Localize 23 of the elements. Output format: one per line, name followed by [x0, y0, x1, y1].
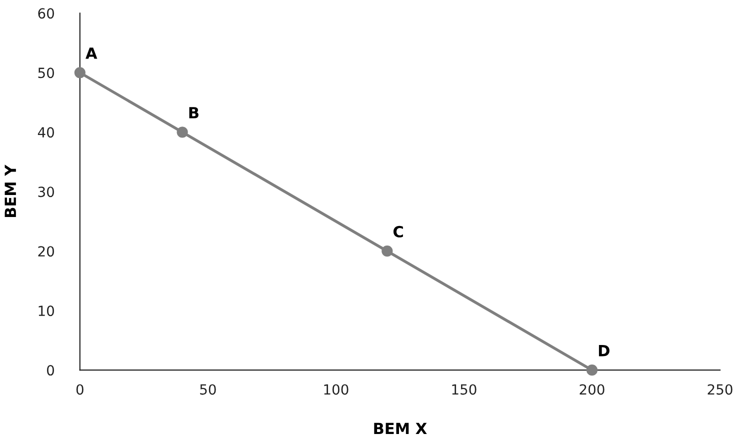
x-tick-label: 50	[200, 384, 216, 395]
x-tick-label: 250	[708, 384, 732, 395]
y-tick-label: 30	[38, 186, 54, 198]
x-tick-label: 200	[580, 384, 604, 395]
x-tick-label: 0	[76, 384, 84, 395]
x-axis-title: BEM X	[374, 422, 427, 434]
point	[74, 67, 86, 78]
point	[382, 246, 393, 257]
point	[586, 364, 598, 376]
y-tick-label: 50	[38, 68, 54, 78]
x-tick-label: 150	[452, 384, 476, 395]
annotation: D	[598, 345, 610, 356]
y-tick-label: 0	[47, 365, 54, 376]
y-axis-title: BEM Y	[4, 164, 16, 218]
y-tick-label: 60	[38, 8, 54, 19]
y-tick-label: 40	[38, 127, 54, 138]
annotation: A	[86, 48, 98, 59]
annotation: B	[189, 107, 198, 118]
annotation: C	[393, 226, 403, 238]
y-tick-label: 10	[38, 306, 54, 316]
point	[176, 126, 188, 138]
y-tick-label: 20	[38, 246, 54, 257]
x-tick-label: 100	[324, 384, 348, 395]
